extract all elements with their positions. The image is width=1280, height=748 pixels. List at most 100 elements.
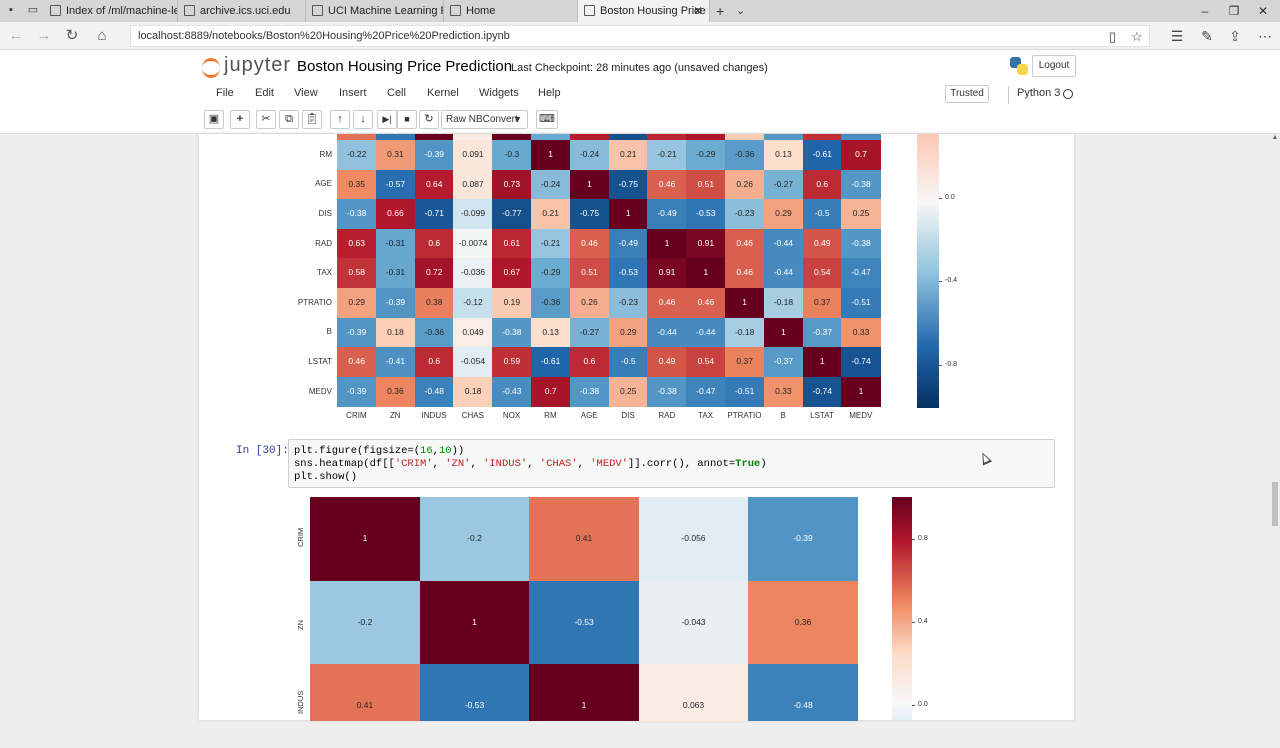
run-icon[interactable]: ▶|	[377, 110, 397, 129]
colorbar-tick-label: 0.8	[918, 535, 928, 542]
heatmap-cell-clipped	[647, 134, 687, 140]
page-icon	[450, 5, 461, 16]
heatmap-cell: 1	[725, 288, 765, 319]
heatmap-cell: 0.49	[802, 228, 842, 259]
more-icon[interactable]: ⋯	[1258, 28, 1272, 44]
save-icon[interactable]: ▣	[204, 110, 224, 129]
heatmap-cell-clipped	[841, 134, 881, 140]
close-tab-icon[interactable]: ✕	[692, 4, 703, 18]
menu-edit[interactable]: Edit	[255, 87, 274, 99]
heatmap-cell: 0.51	[569, 258, 610, 289]
heatmap-cell: 0.18	[453, 376, 493, 407]
colorbar-tick	[912, 622, 915, 623]
tab-uci-repo[interactable]: UCI Machine Learning Repo	[306, 0, 444, 22]
heatmap-cell: -0.39	[337, 376, 377, 407]
heatmap-cell: 0.91	[647, 258, 687, 289]
heatmap-cell: -0.29	[686, 140, 726, 171]
scrollbar-thumb[interactable]	[1272, 482, 1278, 526]
logo-wordmark: jupyter	[224, 54, 292, 76]
heatmap-cell: 0.21	[531, 199, 571, 230]
tab-index-ml[interactable]: Index of /ml/machine-learni	[44, 0, 178, 22]
insert-cell-icon[interactable]: +	[230, 110, 250, 129]
tab-home[interactable]: Home	[444, 0, 578, 22]
code-cell-editor[interactable]: plt.figure(figsize=(16,10)) sns.heatmap(…	[288, 439, 1055, 488]
restore-icon[interactable]: ❐	[1228, 4, 1240, 18]
forward-icon[interactable]: →	[36, 27, 52, 44]
row-label: INDUS	[296, 690, 305, 714]
heatmap-cell: -0.44	[686, 317, 726, 348]
menu-widgets[interactable]: Widgets	[479, 87, 519, 99]
menu-view[interactable]: View	[294, 87, 318, 99]
heatmap-cell: 0.29	[763, 199, 804, 230]
tab-boston-housing[interactable]: Boston Housing Price P ✕	[578, 0, 710, 22]
menu-cell[interactable]: Cell	[387, 87, 406, 99]
home-icon[interactable]: ⌂	[97, 27, 107, 44]
move-down-icon[interactable]: ↓	[353, 110, 373, 129]
keyboard-icon[interactable]: ⌨	[536, 110, 558, 129]
minimize-icon[interactable]: –	[1201, 4, 1209, 18]
column-label: TAX	[698, 411, 714, 420]
tab-preview-icon[interactable]: ▭	[27, 4, 39, 16]
menu-help[interactable]: Help	[538, 87, 561, 99]
heatmap-cell: -0.23	[608, 288, 648, 319]
tab-list-chevron-icon[interactable]: ⌄	[736, 5, 746, 17]
scroll-up-icon[interactable]: ▲	[1271, 134, 1279, 141]
cell-type-select[interactable]: Raw NBConvert ▼	[441, 110, 528, 129]
heatmap-cell: -0.49	[608, 228, 648, 259]
copy-icon[interactable]: ⧉	[279, 110, 299, 129]
move-up-icon[interactable]: ↑	[330, 110, 350, 129]
tab-label: Index of /ml/machine-learni	[66, 5, 177, 17]
tab-label: Boston Housing Price P	[600, 5, 710, 17]
page-scrollbar[interactable]: ▲	[1270, 134, 1280, 720]
heatmap-cell: 0.67	[492, 258, 532, 289]
refresh-icon[interactable]: ↻	[65, 27, 79, 44]
divider	[1008, 86, 1009, 104]
close-window-icon[interactable]: ✕	[1257, 4, 1269, 18]
pen-notes-icon[interactable]: ✎	[1201, 28, 1213, 44]
trusted-badge[interactable]: Trusted	[945, 85, 989, 103]
column-label: LSTAT	[810, 411, 834, 420]
colorbar-tick-label: 0.4	[918, 618, 928, 625]
heatmap-cell: 0.36	[748, 580, 858, 665]
notebook-title[interactable]: Boston Housing Price Prediction	[297, 58, 513, 75]
code-line: sns.heatmap(df[['CRIM', 'ZN', 'INDUS', '…	[294, 458, 767, 470]
heatmap-cell: -0.38	[492, 317, 532, 348]
column-label: NOX	[502, 411, 521, 420]
column-label: MEDV	[849, 411, 873, 420]
paste-icon[interactable]: 📋︎	[302, 110, 322, 129]
heatmap-cell: 1	[647, 228, 687, 259]
favorites-list-icon[interactable]: ☰	[1170, 28, 1184, 44]
share-icon[interactable]: ⇪	[1229, 28, 1241, 44]
url-field[interactable]: localhost:8889/notebooks/Boston%20Housin…	[130, 25, 1150, 47]
heatmap-cell: -0.57	[375, 169, 416, 200]
heatmap-cell: -0.43	[492, 376, 532, 407]
menu-kernel[interactable]: Kernel	[427, 87, 459, 99]
heatmap-cell: 0.7	[531, 376, 571, 407]
heatmap-cell: 0.6	[414, 347, 454, 378]
heatmap-cell: 1	[763, 317, 804, 348]
input-prompt: In [30]:	[236, 445, 289, 457]
cut-icon[interactable]: ✂	[256, 110, 276, 129]
stop-icon[interactable]: ■	[397, 110, 417, 129]
colorbar-tick-label: 0.0	[945, 194, 955, 201]
heatmap-cell: -0.043	[638, 580, 749, 665]
colorbar-tick-label: 0.0	[918, 701, 928, 708]
heatmap-cell: 0.46	[647, 169, 687, 200]
code-line: plt.show()	[294, 471, 358, 483]
window-menu-icon[interactable]: ▪	[9, 4, 13, 16]
logout-button[interactable]: Logout	[1032, 55, 1076, 77]
tab-archive[interactable]: archive.ics.uci.edu	[178, 0, 306, 22]
new-tab-icon[interactable]: +	[716, 3, 725, 19]
favorite-star-icon[interactable]: ☆	[1131, 29, 1143, 44]
reading-view-icon[interactable]: ▯	[1109, 29, 1117, 44]
menu-insert[interactable]: Insert	[339, 87, 367, 99]
heatmap-cell: -0.75	[569, 199, 610, 230]
menu-file[interactable]: File	[216, 87, 234, 99]
colorbar-tick-label: -0.4	[945, 277, 958, 284]
back-icon[interactable]: ←	[8, 27, 24, 44]
heatmap-cell: -0.23	[725, 199, 765, 230]
column-label: INDUS	[421, 411, 447, 420]
restart-icon[interactable]: ↻	[419, 110, 439, 129]
heatmap-cell: 0.59	[492, 347, 532, 378]
jupyter-header: jupyter Boston Housing Price Prediction …	[0, 50, 1280, 134]
